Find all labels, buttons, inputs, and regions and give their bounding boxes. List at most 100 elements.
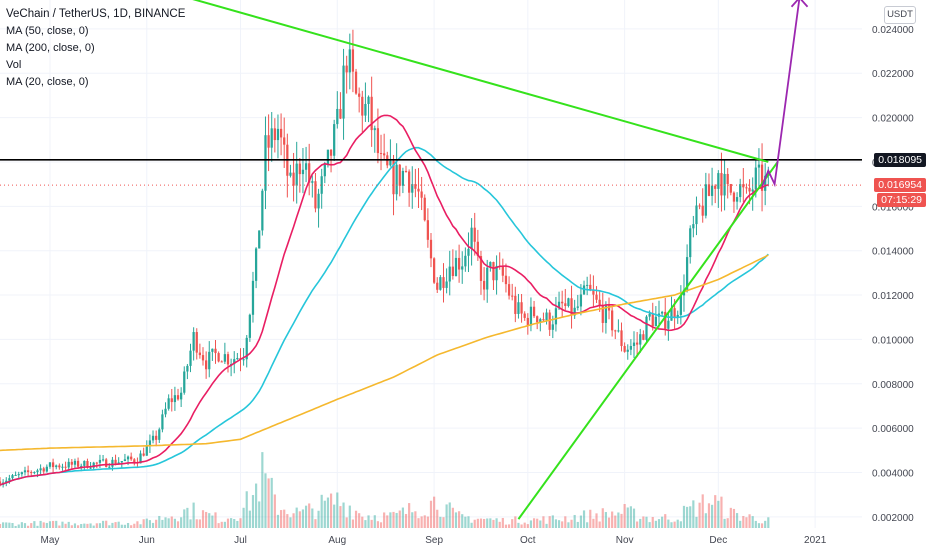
volume-bar (314, 519, 317, 528)
volume-bar (267, 478, 270, 528)
volume-bar (557, 520, 561, 528)
volume-bar (86, 523, 89, 528)
volume-bar (436, 509, 439, 528)
legend-ma200[interactable]: MA (200, close, 0) (6, 42, 95, 54)
volume-bar (148, 520, 152, 528)
volume-bar (433, 496, 436, 528)
volume-bar (36, 525, 39, 528)
currency-badge[interactable]: USDT (884, 6, 916, 24)
volume-bar (208, 513, 211, 528)
time-axis[interactable]: May Jun Jul Aug Sep Oct Nov Dec 2021 (0, 528, 932, 550)
volume-bar (626, 507, 629, 528)
volume-bar (236, 520, 239, 528)
volume-bar (273, 494, 276, 528)
volume-bar (30, 523, 33, 528)
volume-bar (760, 523, 764, 528)
candle-body (529, 306, 533, 326)
price-axis-bg (862, 0, 932, 550)
candle-body (689, 228, 692, 258)
candle-body (336, 108, 339, 125)
candle-body (426, 220, 430, 240)
candle-body (201, 355, 205, 361)
candle-body (576, 306, 579, 308)
volume-bar (698, 502, 701, 528)
volume-bar (55, 520, 58, 528)
candle-body (295, 163, 298, 186)
legend-vol[interactable]: Vol (6, 59, 22, 71)
volume-bar (58, 525, 61, 528)
volume-bar (351, 519, 355, 528)
volume-bar (108, 525, 111, 528)
candle-body (692, 224, 695, 229)
x-tick-label: May (41, 535, 60, 546)
candle-body (108, 466, 111, 468)
volume-bar (164, 517, 167, 528)
candle-body (148, 440, 152, 447)
y-tick-label: 0.014000 (872, 247, 914, 258)
candle-body (373, 128, 376, 131)
candle-body (342, 65, 345, 119)
candle-body (523, 313, 526, 318)
volume-bar (458, 511, 461, 528)
volume-bar (651, 516, 654, 528)
candle-body (701, 205, 704, 216)
volume-bar (83, 523, 86, 528)
volume-bar (732, 508, 736, 528)
volume-bar (226, 518, 230, 528)
volume-bar (304, 505, 308, 528)
volume-bar (620, 513, 623, 528)
candle-body (614, 330, 617, 332)
chart-legend: VeChain / TetherUS, 1D, BINANCE MA (50, … (6, 6, 185, 91)
candle-body (289, 172, 292, 176)
candle-body (120, 461, 123, 463)
candle-body (142, 453, 145, 456)
volume-bar (707, 503, 711, 528)
candle-body (517, 302, 520, 314)
candle-body (457, 257, 461, 270)
candle-body (170, 398, 173, 403)
legend-ma50[interactable]: MA (50, close, 0) (6, 25, 89, 37)
candle-body (504, 275, 508, 285)
candle-body (45, 466, 48, 472)
candle-body (351, 49, 355, 72)
candle-body (645, 316, 648, 340)
candle-body (283, 137, 286, 145)
legend-ma20[interactable]: MA (20, close, 0) (6, 76, 89, 88)
volume-bar (532, 518, 536, 528)
volume-bar (130, 525, 133, 528)
volume-bar (358, 513, 361, 528)
volume-bar (661, 516, 664, 528)
candle-body (151, 435, 155, 441)
x-tick-label: Aug (328, 535, 346, 546)
candle-body (304, 163, 308, 170)
candle-body (420, 191, 423, 198)
candle-body (632, 342, 636, 347)
candle-body (748, 187, 751, 192)
volume-bar (726, 518, 729, 528)
volume-bar (423, 515, 426, 528)
candle-body (367, 96, 370, 104)
candle-body (220, 361, 223, 363)
candle-body (526, 317, 529, 326)
price-axis[interactable]: 0.0240000.0220000.0200000.0180000.016000… (862, 0, 932, 550)
volume-bar (248, 510, 251, 528)
volume-bar (176, 521, 180, 528)
candle-body (739, 184, 742, 198)
volume-bar (242, 507, 245, 528)
symbol-title[interactable]: VeChain / TetherUS, 1D, BINANCE (6, 8, 186, 20)
volume-bar (383, 512, 386, 528)
volume-bar (607, 517, 611, 528)
candle-body (717, 173, 720, 189)
volume-bar (354, 510, 358, 528)
candle-body (42, 468, 45, 472)
candle-body (155, 435, 158, 440)
candle-body (489, 262, 492, 268)
candle-body (383, 153, 386, 156)
volume-bar (395, 512, 398, 528)
candle-body (354, 71, 358, 94)
candle-body (320, 176, 323, 194)
x-tick-label: Jul (234, 535, 247, 546)
candle-body (80, 465, 83, 467)
volume-bar (183, 509, 186, 528)
